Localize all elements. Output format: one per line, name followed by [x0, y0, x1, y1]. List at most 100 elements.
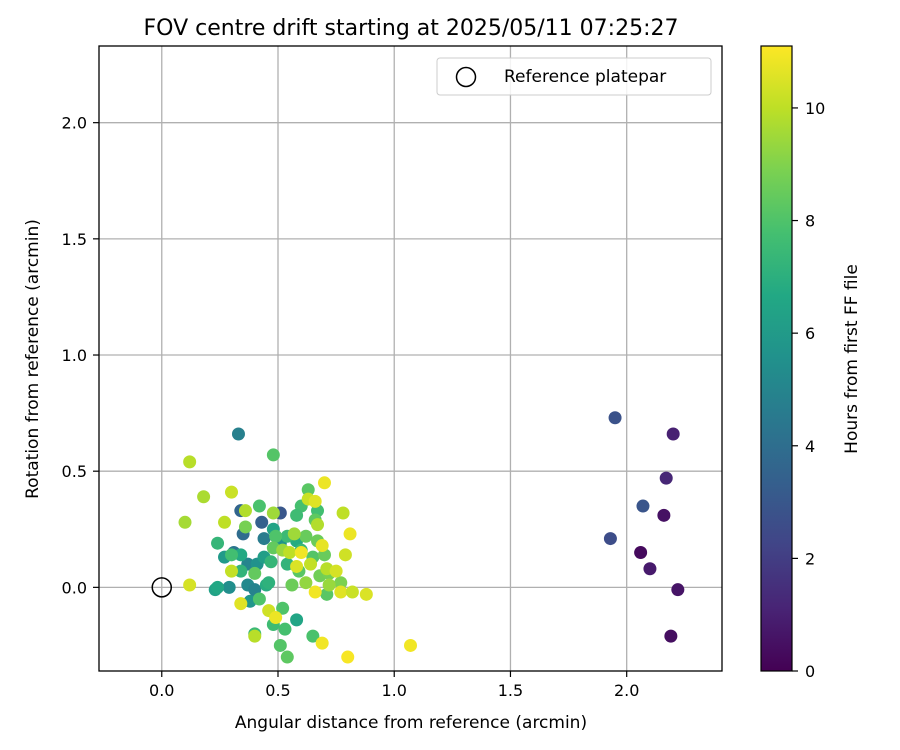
x-tick-label-4: 2.0: [614, 681, 639, 700]
colorbar-tick-label-1: 2: [805, 549, 815, 568]
y-axis-label: Rotation from reference (arcmin): [23, 219, 43, 499]
data-point-93: [308, 585, 322, 599]
data-point-1: [671, 583, 685, 597]
data-point-21: [211, 580, 225, 594]
data-point-5: [659, 471, 673, 485]
data-point-46: [299, 529, 313, 543]
data-point-19: [222, 580, 236, 594]
data-point-82: [269, 611, 283, 625]
data-point-86: [294, 546, 308, 560]
data-point-103: [341, 650, 355, 664]
data-point-89: [317, 476, 331, 490]
data-point-73: [178, 515, 192, 529]
legend: Reference platepar: [436, 57, 712, 96]
data-point-69: [264, 555, 278, 569]
legend-marker-icon: [455, 66, 477, 88]
data-point-90: [311, 518, 325, 532]
data-point-106: [322, 578, 336, 592]
data-point-97: [336, 506, 350, 520]
data-point-79: [234, 597, 248, 611]
data-point-88: [308, 494, 322, 508]
data-point-29: [290, 613, 304, 627]
data-point-54: [276, 601, 290, 615]
data-point-104: [404, 638, 417, 652]
x-tick-label-0: 0.0: [149, 681, 174, 700]
data-point-80: [248, 629, 262, 643]
data-point-57: [273, 638, 287, 652]
data-point-6: [666, 427, 680, 441]
data-point-107: [287, 527, 301, 541]
data-point-7: [603, 532, 617, 546]
y-tick-label-2: 1.0: [62, 346, 87, 365]
data-point-14: [255, 515, 269, 529]
data-point-62: [262, 576, 276, 590]
data-point-75: [238, 504, 252, 518]
data-point-35: [252, 499, 266, 513]
x-axis-label: Angular distance from reference (arcmin): [235, 713, 587, 733]
data-point-26: [234, 548, 248, 562]
data-point-70: [183, 455, 197, 469]
data-point-96: [334, 585, 348, 599]
colorbar-tick-label-4: 8: [805, 212, 815, 231]
data-point-55: [278, 622, 292, 636]
colorbar-tick-label-0: 0: [805, 662, 815, 681]
y-tick-label-0: 0.0: [62, 578, 87, 597]
legend-label: Reference platepar: [504, 67, 666, 87]
data-point-16: [257, 532, 271, 546]
data-point-105: [299, 576, 313, 590]
data-point-41: [290, 508, 304, 522]
data-points: [178, 411, 685, 664]
data-point-8: [636, 499, 650, 513]
data-point-100: [345, 585, 359, 599]
colorbar: 0 2 4 6 8 10 Hours from first FF file: [760, 45, 862, 681]
grid-lines: [99, 46, 722, 671]
x-tick-label-3: 1.5: [498, 681, 523, 700]
data-point-65: [248, 566, 262, 580]
colorbar-tick-label-5: 10: [805, 99, 825, 118]
plot-frame: [98, 45, 723, 672]
data-point-63: [285, 578, 299, 592]
data-point-85: [290, 559, 304, 573]
data-point-4: [657, 508, 671, 522]
data-point-84: [283, 546, 297, 560]
data-point-78: [225, 564, 239, 578]
y-tick-label-4: 2.0: [62, 114, 87, 133]
data-point-38: [301, 483, 315, 497]
data-point-101: [359, 587, 373, 601]
data-point-67: [225, 548, 239, 562]
data-point-91: [315, 539, 329, 553]
data-point-61: [252, 592, 266, 606]
data-point-42: [269, 529, 283, 543]
chart-title: FOV centre drift starting at 2025/05/11 …: [144, 16, 679, 41]
data-point-95: [329, 564, 343, 578]
data-point-99: [343, 527, 357, 541]
x-tick-label-2: 1.0: [382, 681, 407, 700]
x-tick-label-1: 0.5: [265, 681, 290, 700]
data-point-92: [304, 557, 318, 571]
data-point-0: [664, 629, 678, 643]
data-point-74: [218, 515, 232, 529]
data-point-76: [266, 506, 280, 520]
data-point-71: [197, 490, 211, 504]
data-point-33: [211, 536, 225, 550]
colorbar-tick-label-3: 6: [805, 324, 815, 343]
data-point-102: [315, 636, 329, 650]
data-point-9: [608, 411, 622, 425]
data-point-10: [231, 427, 245, 441]
data-point-52: [334, 576, 348, 590]
x-axis-ticks: 0.0 0.5 1.0 1.5 2.0: [149, 671, 639, 700]
y-tick-label-1: 0.5: [62, 462, 87, 481]
reference-platepar-marker: [151, 577, 173, 598]
colorbar-label: Hours from first FF file: [842, 264, 862, 454]
data-point-66: [234, 564, 248, 578]
data-point-98: [338, 548, 352, 562]
data-point-2: [643, 562, 657, 576]
data-point-68: [238, 520, 252, 534]
y-axis-ticks: 0.0 0.5 1.0 1.5 2.0: [62, 114, 99, 597]
data-point-77: [183, 578, 197, 592]
colorbar-ticks: 0 2 4 6 8 10: [792, 99, 825, 681]
colorbar-tick-label-2: 4: [805, 437, 815, 456]
y-tick-label-3: 1.5: [62, 230, 87, 249]
data-point-58: [280, 650, 294, 664]
